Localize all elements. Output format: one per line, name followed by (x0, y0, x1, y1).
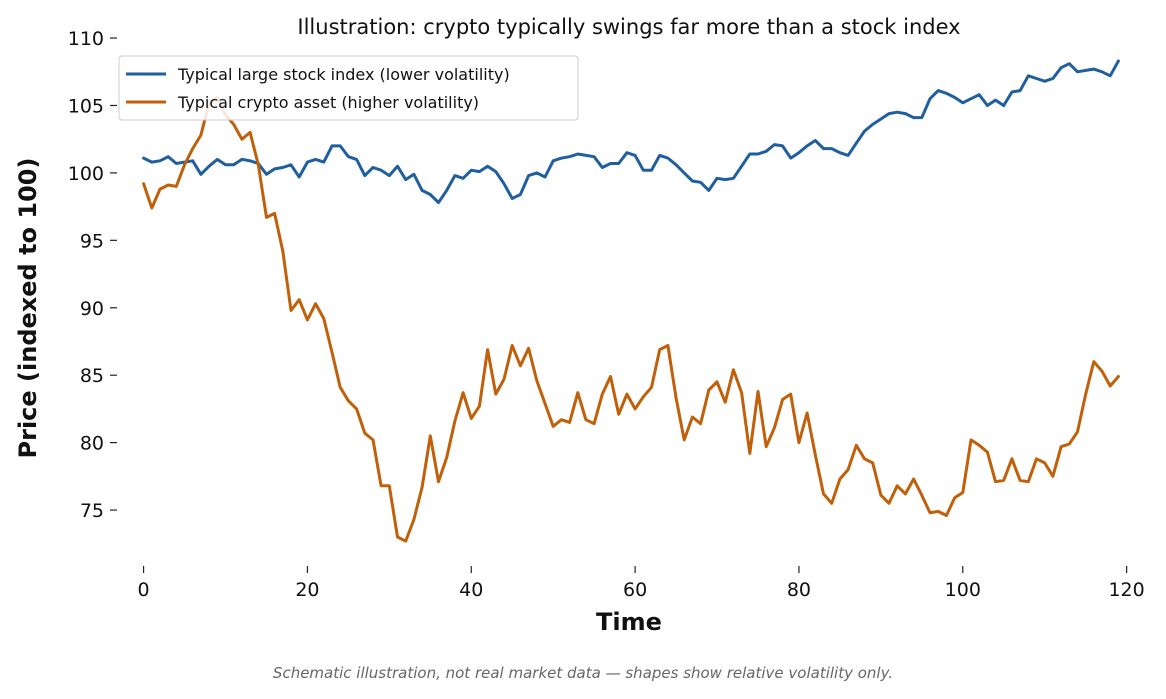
chart-title: Illustration: crypto typically swings fa… (297, 15, 960, 39)
x-axis-label: Time (596, 608, 662, 636)
y-tick-label: 75 (80, 500, 104, 522)
y-axis: 75 80 85 90 95 100 105 110 (68, 28, 117, 522)
x-tick-label: 120 (1108, 579, 1144, 601)
y-tick-label: 90 (80, 298, 104, 320)
legend-label-crypto: Typical crypto asset (higher volatility) (177, 93, 479, 112)
x-tick-label: 40 (459, 579, 483, 601)
legend-label-stock: Typical large stock index (lower volatil… (177, 65, 510, 84)
x-tick-label: 0 (138, 579, 150, 601)
legend: Typical large stock index (lower volatil… (118, 55, 579, 121)
legend-box (118, 55, 579, 121)
x-axis: 0 20 40 60 80 100 120 (138, 566, 1145, 601)
y-tick-label: 80 (80, 433, 104, 455)
crypto-asset-line (142, 95, 1120, 543)
series-layer (142, 59, 1120, 543)
chart-caption: Schematic illustration, not real market … (272, 664, 894, 682)
y-tick-label: 100 (68, 163, 104, 185)
x-tick-label: 60 (623, 579, 647, 601)
y-tick-label: 110 (68, 28, 104, 50)
y-tick-label: 105 (68, 95, 104, 117)
x-tick-label: 20 (295, 579, 319, 601)
y-tick-label: 85 (80, 365, 104, 387)
x-tick-label: 100 (945, 579, 981, 601)
stock-index-line (142, 59, 1120, 205)
y-tick-label: 95 (80, 230, 104, 252)
y-axis-label: Price (indexed to 100) (14, 158, 42, 459)
x-tick-label: 80 (787, 579, 811, 601)
